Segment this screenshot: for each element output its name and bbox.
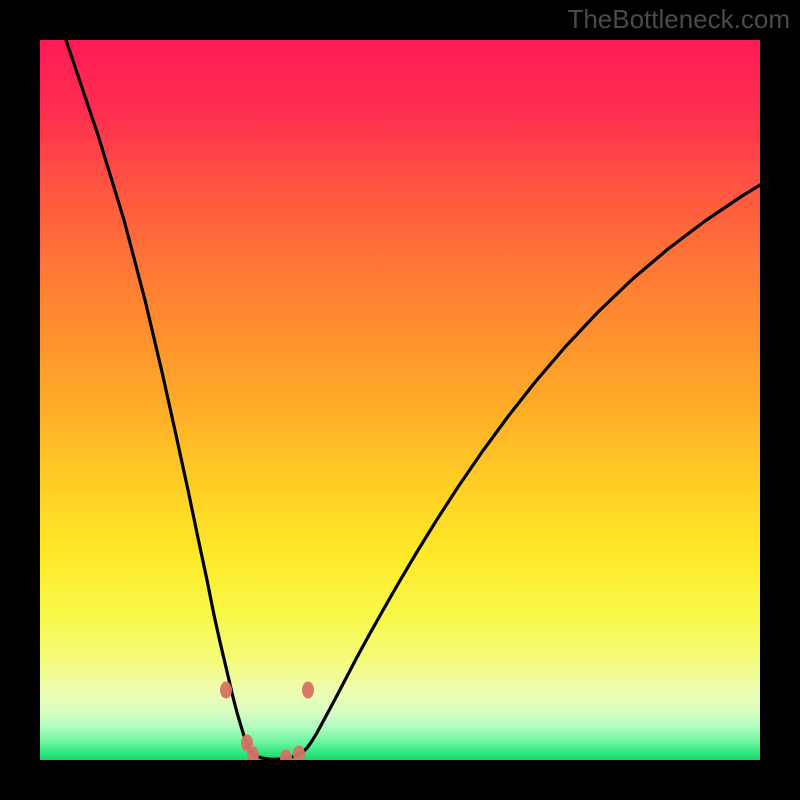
plot-area <box>40 40 760 760</box>
curve-marker <box>302 682 314 699</box>
curve-marker <box>220 682 232 699</box>
outer-frame: TheBottleneck.com <box>0 0 800 800</box>
bottleneck-chart <box>40 40 760 760</box>
gradient-background <box>40 40 760 760</box>
watermark-text: TheBottleneck.com <box>567 4 790 35</box>
